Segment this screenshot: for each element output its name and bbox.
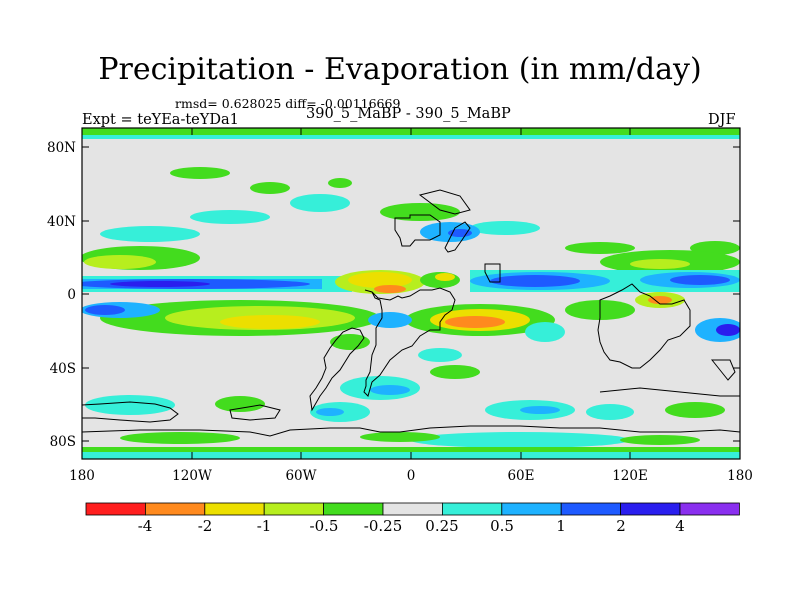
colorbar-swatch xyxy=(144,502,206,516)
contour-patch xyxy=(215,396,265,412)
contour-patch xyxy=(82,135,740,139)
contour-patch xyxy=(490,275,580,287)
contour-patch xyxy=(374,285,406,293)
contour-patch xyxy=(648,296,672,304)
contour-patch xyxy=(290,194,350,212)
contour-patch xyxy=(316,408,344,416)
experiment-label: Expt = teYEa-teYDa1 xyxy=(82,112,239,128)
colorbar-label: -1 xyxy=(256,517,272,535)
contour-patch xyxy=(716,324,740,336)
contour-patch xyxy=(586,404,634,420)
colorbar-label: -0.25 xyxy=(363,517,403,535)
contour-patch xyxy=(84,255,156,269)
colorbar-label: 0.25 xyxy=(425,517,459,535)
contour-patch xyxy=(190,210,270,224)
stats-label: rmsd= 0.628025 diff= -0.00116669 xyxy=(175,96,401,111)
contour-patch xyxy=(170,167,230,179)
contour-patch xyxy=(348,272,412,288)
contour-patch xyxy=(445,316,505,328)
contour-patch xyxy=(120,432,240,444)
season-label: DJF xyxy=(708,112,736,128)
contour-patch xyxy=(328,178,352,188)
colorbar-label: 2 xyxy=(616,517,626,535)
colorbar-swatch xyxy=(382,502,443,516)
x-tick-label: 120W xyxy=(172,468,212,484)
contour-patch xyxy=(525,322,565,342)
contour-patch xyxy=(470,221,540,235)
contour-patch xyxy=(100,226,200,242)
x-tick-label: 120E xyxy=(612,468,648,484)
contour-patch xyxy=(430,365,480,379)
colorbar-swatch xyxy=(204,502,265,516)
contour-patch xyxy=(665,402,725,418)
colorbar-label: -4 xyxy=(137,517,153,535)
map-background xyxy=(82,128,740,459)
contour-patch xyxy=(370,385,410,395)
chart-title: Precipitation - Evaporation (in mm/day) xyxy=(98,52,702,87)
x-tick-label: 60E xyxy=(507,468,534,484)
contour-patch xyxy=(418,348,462,362)
contour-patch xyxy=(85,395,175,415)
colorbar-label: -0.5 xyxy=(309,517,339,535)
y-tick-label: 40S xyxy=(50,361,76,377)
y-tick-label: 80S xyxy=(50,434,76,450)
contour-patch xyxy=(435,273,455,281)
coastlines xyxy=(82,189,740,437)
contour-patch xyxy=(620,435,700,445)
runs-label: 390_5_MaBP - 390_5_MaBP xyxy=(306,106,511,122)
y-tick-label: 80N xyxy=(47,140,76,156)
colorbar-swatch xyxy=(323,502,384,516)
colorbar-swatch xyxy=(85,502,146,516)
contour-patch xyxy=(670,275,730,285)
contour-patch xyxy=(630,259,690,269)
colorbar-swatch xyxy=(679,502,740,516)
contour-patch xyxy=(220,315,320,329)
colorbar-label: 4 xyxy=(675,517,685,535)
colorbar xyxy=(85,502,740,516)
axis-ticks xyxy=(81,128,741,459)
contour-patch xyxy=(565,242,635,254)
colorbar-swatch xyxy=(441,502,503,516)
x-tick-label: 180 xyxy=(727,468,753,484)
colorbar-label: 0.5 xyxy=(490,517,514,535)
colorbar-swatch xyxy=(620,502,681,516)
contour-patch xyxy=(250,182,290,194)
contour-patch xyxy=(520,406,560,414)
colorbar-swatch xyxy=(501,502,562,516)
contour-patch xyxy=(410,432,630,448)
field-layer xyxy=(82,128,740,459)
x-tick-label: 0 xyxy=(407,468,416,484)
contour-patch xyxy=(368,312,412,328)
y-tick-label: 0 xyxy=(67,287,76,303)
colorbar-swatch xyxy=(560,502,622,516)
contour-patch xyxy=(380,203,460,221)
contour-patch xyxy=(360,432,440,442)
y-tick-label: 40N xyxy=(47,214,76,230)
colorbar-swatch xyxy=(263,502,325,516)
contour-patch xyxy=(330,334,370,350)
colorbar-label: -2 xyxy=(197,517,213,535)
x-tick-label: 60W xyxy=(285,468,316,484)
contour-patch xyxy=(110,281,210,287)
contour-patch xyxy=(85,305,125,315)
colorbar-label: 1 xyxy=(556,517,566,535)
x-tick-label: 180 xyxy=(69,468,95,484)
